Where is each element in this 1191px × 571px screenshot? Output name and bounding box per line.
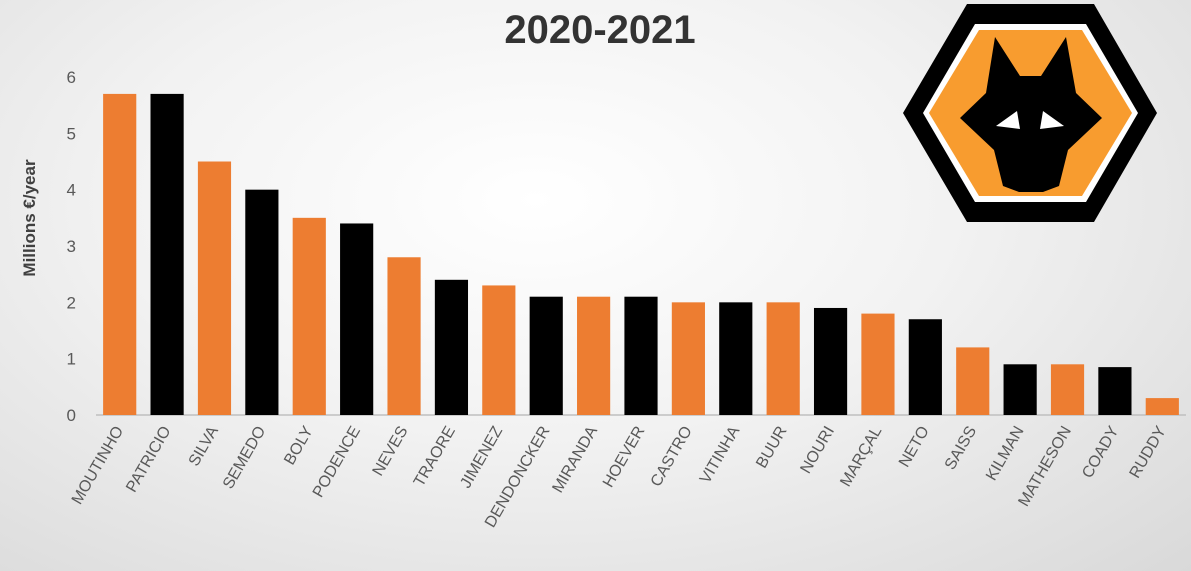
bar-vitinha (719, 302, 753, 415)
x-tick-label: NOURI (798, 424, 839, 477)
bars (103, 93, 1179, 416)
bar-matheson (1050, 364, 1085, 415)
bar-jimenez (482, 285, 516, 415)
x-tick-label: PODENCE (310, 424, 364, 501)
bar-podence (340, 223, 374, 415)
wolf-right-eye (1040, 111, 1064, 129)
y-tick-label: 3 (67, 237, 76, 256)
bar-neves (387, 257, 421, 415)
bar-castro (671, 302, 705, 415)
bar-traore (434, 279, 469, 415)
bar-saiss (956, 347, 990, 415)
x-tick-label: KILMAN (983, 424, 1028, 484)
x-tick-label: TRAORE (411, 424, 459, 490)
bar-nouri (813, 307, 848, 415)
wolves-logo (903, 4, 1157, 222)
x-tick-label: NEVES (370, 424, 412, 479)
x-tick-label: SILVA (186, 423, 222, 469)
x-tick-label: MIRANDA (549, 423, 601, 496)
y-tick-label: 4 (67, 181, 76, 200)
bar-kilman (1003, 364, 1037, 415)
x-tick-label: MOUTINHO (69, 424, 127, 508)
y-axis-label: Millions €/year (20, 159, 39, 277)
x-tick-label: VITINHA (697, 423, 743, 486)
chart-title: 2020-2021 (504, 8, 696, 52)
x-tick-label: MARÇAL (837, 423, 885, 489)
x-tick-label: BOLY (281, 423, 317, 468)
bar-marçal (861, 313, 895, 415)
x-tick-label: JIMENEZ (457, 423, 506, 491)
x-tick-label: BUUR (753, 424, 790, 472)
bar-ruddy (1145, 398, 1179, 415)
x-tick-label: PATRICIO (123, 424, 174, 496)
wolf-head-icon (960, 37, 1102, 192)
y-tick-label: 5 (67, 124, 76, 143)
x-tick-label: COADY (1079, 423, 1122, 481)
wolf-left-eye (996, 111, 1020, 129)
bar-patricio (150, 93, 184, 416)
bar-miranda (577, 296, 611, 415)
y-tick-label: 2 (67, 293, 76, 312)
x-tick-label: NETO (896, 424, 933, 471)
bar-boly (292, 217, 326, 415)
bar-silva (197, 161, 232, 415)
bar-buur (766, 302, 800, 415)
y-tick-label: 0 (67, 406, 76, 425)
x-tick-label: HOEVER (600, 424, 649, 491)
bar-neto (908, 319, 942, 415)
bar-coady (1098, 367, 1132, 415)
x-tick-label: SEMEDO (220, 424, 269, 493)
y-tick-label: 1 (67, 350, 76, 369)
x-tick-label: SAISS (942, 424, 980, 473)
bar-semedo (245, 189, 279, 415)
bar-moutinho (103, 93, 137, 416)
y-tick-label: 6 (67, 68, 76, 87)
bar-dendoncker (529, 296, 563, 415)
x-tick-label: CASTRO (648, 424, 696, 490)
bar-hoever (624, 296, 658, 415)
y-axis: 0 1 2 3 4 5 6 (67, 68, 76, 425)
x-tick-label: RUDDY (1127, 423, 1170, 481)
